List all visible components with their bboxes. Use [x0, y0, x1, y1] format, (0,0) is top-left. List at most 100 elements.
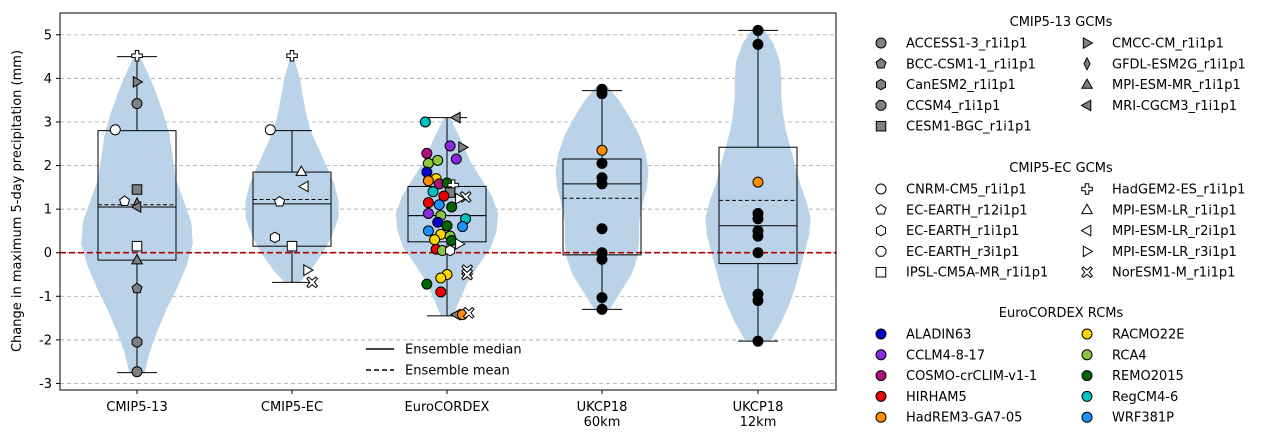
legend-label: CanESM2_r1i1p1 [906, 78, 1016, 93]
legend-marker [1081, 183, 1093, 195]
data-point [455, 237, 466, 251]
x-tick-label: EuroCORDEX [405, 400, 490, 415]
legend-label: RCA4 [1112, 348, 1147, 363]
legend-marker [875, 411, 887, 423]
data-point [131, 240, 143, 252]
data-point [109, 124, 121, 136]
legend-label: COSMO-crCLIM-v1-1 [906, 369, 1037, 384]
legend-marker [875, 37, 887, 49]
data-point [444, 140, 456, 152]
legend-marker [875, 57, 887, 69]
data-point [130, 200, 142, 214]
y-tick-label: 3 [44, 115, 52, 130]
data-point [422, 197, 434, 209]
data-point [438, 190, 450, 202]
y-tick-label: 0 [44, 246, 52, 261]
legend-marker [875, 100, 887, 111]
data-point [449, 111, 461, 124]
data-point [752, 24, 764, 36]
legend-marker [1080, 78, 1094, 89]
data-point [752, 38, 764, 50]
box [718, 146, 798, 265]
legend-marker [1081, 370, 1093, 382]
legend-label: NorESM1-M_r1i1p1 [1112, 266, 1235, 281]
legend-marker [1081, 411, 1093, 423]
data-point [432, 154, 444, 166]
data-point [422, 207, 434, 219]
data-point [131, 184, 143, 195]
data-point [596, 144, 608, 156]
legend-label: RACMO22E [1112, 328, 1184, 343]
data-point [421, 278, 433, 290]
legend-marker [875, 246, 887, 257]
data-point [462, 306, 475, 319]
y-axis-label: Change in maximum 5-day precipitation (m… [10, 50, 25, 352]
legend-label: IPSL-CM5A-MR_r1i1p1 [906, 266, 1048, 281]
legend-label: MPI-ESM-LR_r3i1p1 [1112, 245, 1237, 260]
data-point [131, 366, 143, 378]
data-point [419, 116, 431, 128]
data-point [421, 147, 433, 159]
legend-label: CESM1-BGC_r1i1p1 [906, 120, 1032, 135]
legend-label: HadGEM2-ES_r1i1p1 [1112, 183, 1245, 198]
legend-marker [876, 78, 886, 91]
y-tick-label: -1 [39, 290, 52, 305]
data-point [427, 186, 439, 198]
legend-marker [1081, 390, 1093, 402]
legend-marker [875, 203, 887, 215]
data-point [264, 124, 276, 136]
data-point [269, 231, 280, 244]
legend-label: CCLM4-8-17 [906, 348, 985, 363]
legend-label: CMCC-CM_r1i1p1 [1112, 37, 1224, 52]
legend-marker [1081, 328, 1093, 340]
legend-label: MRI-CGCM3_r1i1p1 [1112, 99, 1237, 114]
legend-label: HadREM3-GA7-05 [906, 411, 1022, 426]
legend-label: CCSM4_r1i1p1 [906, 99, 1000, 114]
legend-marker [1081, 349, 1093, 361]
data-point [131, 50, 143, 62]
legend-marker [875, 349, 887, 361]
y-tick-label: 1 [44, 203, 52, 218]
legend-label: Ensemble median [405, 343, 522, 358]
data-point [297, 180, 309, 193]
legend-section-title: EuroCORDEX RCMs [999, 306, 1124, 321]
data-point [422, 225, 434, 237]
legend-marker [875, 328, 887, 340]
data-point [132, 75, 144, 88]
data-point [457, 221, 468, 233]
data-point [596, 178, 608, 190]
data-point [752, 295, 764, 307]
legend-marker [875, 370, 887, 382]
model-legend: CMIP5-13 GCMs ACCESS1-3_r1i1p1 BCC-CSM1-1_… [875, 15, 1246, 426]
legend-section-title: CMIP5-13 GCMs [1010, 15, 1113, 30]
x-tick-label: UKCP18 [733, 400, 784, 415]
legend-label: ACCESS1-3_r1i1p1 [906, 37, 1027, 52]
data-point [596, 223, 608, 235]
legend-label: CNRM-CM5_r1i1p1 [906, 183, 1027, 198]
legend-section-title: CMIP5-EC GCMs [1009, 161, 1113, 176]
x-tick-label: 60km [584, 415, 621, 430]
data-point [306, 276, 319, 289]
legend-label: MPI-ESM-LR_r2i1p1 [1112, 224, 1237, 239]
data-point [131, 336, 143, 348]
y-tick-label: 4 [44, 72, 52, 87]
data-point [752, 176, 764, 188]
data-point [422, 175, 434, 187]
legend-label: EC-EARTH_r12i1p1 [906, 203, 1028, 218]
data-point [752, 230, 764, 242]
data-point [130, 253, 144, 265]
data-point [596, 157, 608, 169]
data-point [458, 141, 470, 154]
data-point [752, 335, 764, 347]
data-point [435, 286, 447, 298]
data-point [295, 165, 308, 176]
data-point [303, 264, 315, 277]
box-plot [252, 130, 332, 283]
legend-marker [875, 390, 887, 402]
statistic-legend: Ensemble median Ensemble mean [366, 343, 522, 379]
data-point [131, 98, 143, 110]
data-point [752, 247, 764, 259]
y-tick-label: -3 [39, 377, 52, 392]
plot-frame [59, 12, 837, 391]
